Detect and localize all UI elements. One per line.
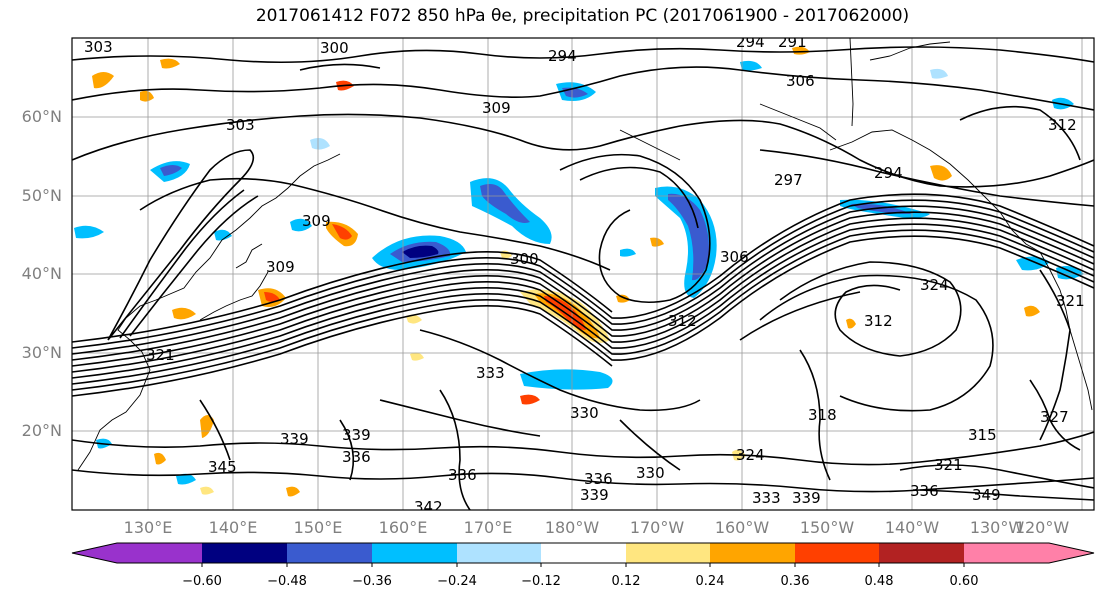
- contour-label: 330: [636, 464, 665, 482]
- lon-label: 150°W: [799, 518, 855, 537]
- colorbar-tick-label: 0.60: [949, 574, 979, 589]
- lon-label: 170°E: [463, 518, 513, 537]
- contour-label: 303: [84, 38, 113, 56]
- lat-label-50n: 50°N: [21, 186, 62, 205]
- contour-label: 336: [342, 448, 371, 466]
- contour-label: 336: [910, 482, 939, 500]
- colorbar-tick-label: −0.12: [521, 574, 561, 589]
- contour-label: 349: [972, 486, 1001, 504]
- contour-label: 306: [786, 72, 815, 90]
- lat-label-40n: 40°N: [21, 264, 62, 283]
- colorbar-segment: [117, 543, 202, 563]
- contour-label: 318: [808, 406, 837, 424]
- lon-label: 130°W: [969, 518, 1025, 537]
- contour-label: 300: [320, 39, 349, 57]
- colorbar-segment: [964, 543, 1049, 563]
- contour-label: 324: [736, 446, 765, 464]
- colorbar-tick-label: −0.60: [182, 574, 222, 589]
- contour-label: 339: [580, 486, 609, 504]
- colorbar-segment: [287, 543, 372, 563]
- colorbar-segment: [879, 543, 964, 563]
- contour-label: 306: [720, 248, 749, 266]
- coastlines: [77, 38, 1093, 471]
- lon-label: 160°E: [378, 518, 428, 537]
- contour-labels: 303 300 294 294 291 306 303 309 297 294 …: [84, 33, 1085, 516]
- contour-label: 321: [1056, 292, 1085, 310]
- colorbar-tick-label: 0.12: [611, 574, 641, 589]
- contour-label: 300: [510, 250, 539, 268]
- contour-label: 294: [548, 47, 577, 65]
- contour-label: 312: [864, 312, 893, 330]
- contour-label: 327: [1040, 408, 1069, 426]
- colorbar-segment: [710, 543, 795, 563]
- contour-label: 345: [208, 458, 237, 476]
- contour-label: 303: [226, 116, 255, 134]
- lon-label: 150°E: [293, 518, 343, 537]
- contour-label: 342: [414, 498, 443, 516]
- colorbar-segment: [626, 543, 710, 563]
- colorbar-segment: [457, 543, 541, 563]
- contour-label: 291: [778, 33, 807, 51]
- contour-label: 309: [482, 99, 511, 117]
- contour-label: 309: [302, 212, 331, 230]
- colorbar-tick-label: 0.24: [695, 574, 725, 589]
- lat-label-20n: 20°N: [21, 421, 62, 440]
- contour-label: 333: [476, 364, 505, 382]
- contour-label: 336: [584, 470, 613, 488]
- colorbar-outline: [71, 542, 1095, 564]
- colorbar: [71, 542, 1095, 567]
- contour-label: 294: [736, 33, 765, 51]
- colorbar-extend-high: [1049, 543, 1094, 563]
- lat-label-60n: 60°N: [21, 107, 62, 126]
- theta-e-contours: [72, 46, 1094, 510]
- lon-label: 170°W: [629, 518, 685, 537]
- lon-label: 140°E: [208, 518, 258, 537]
- colorbar-tick-label: −0.24: [437, 574, 477, 589]
- colorbar-tick-label: 0.48: [864, 574, 894, 589]
- contour-label: 336: [448, 466, 477, 484]
- colorbar-segment: [541, 543, 626, 563]
- colorbar-tick-label: 0.36: [780, 574, 810, 589]
- contour-label: 297: [774, 171, 803, 189]
- lon-label: 130°E: [123, 518, 173, 537]
- contour-label: 309: [266, 258, 295, 276]
- figure-title: 2017061412 F072 850 hPa θe, precipitatio…: [255, 6, 910, 26]
- lon-label: 120°W: [1014, 518, 1070, 537]
- contour-label: 324: [920, 276, 949, 294]
- contour-label: 339: [280, 430, 309, 448]
- contour-label: 339: [792, 489, 821, 507]
- contour-label: 321: [146, 346, 175, 364]
- contour-label: 315: [968, 426, 997, 444]
- contour-label: 321: [934, 456, 963, 474]
- lon-label: 140°W: [884, 518, 940, 537]
- contour-label: 333: [752, 489, 781, 507]
- colorbar-extend-low: [72, 543, 117, 563]
- lon-label: 160°W: [714, 518, 770, 537]
- colorbar-segment: [202, 543, 287, 563]
- contour-label: 312: [1048, 116, 1077, 134]
- lat-label-30n: 30°N: [21, 343, 62, 362]
- contour-label: 330: [570, 404, 599, 422]
- colorbar-segment: [372, 543, 457, 563]
- contour-label: 294: [874, 164, 903, 182]
- graticule: [72, 38, 1094, 510]
- map-frame: [71, 37, 1095, 511]
- colorbar-segment: [795, 543, 879, 563]
- lon-label: 180°W: [544, 518, 600, 537]
- contour-label: 339: [342, 426, 371, 444]
- colorbar-tick-label: −0.36: [352, 574, 392, 589]
- colorbar-tick-label: −0.48: [267, 574, 307, 589]
- contour-label: 312: [668, 312, 697, 330]
